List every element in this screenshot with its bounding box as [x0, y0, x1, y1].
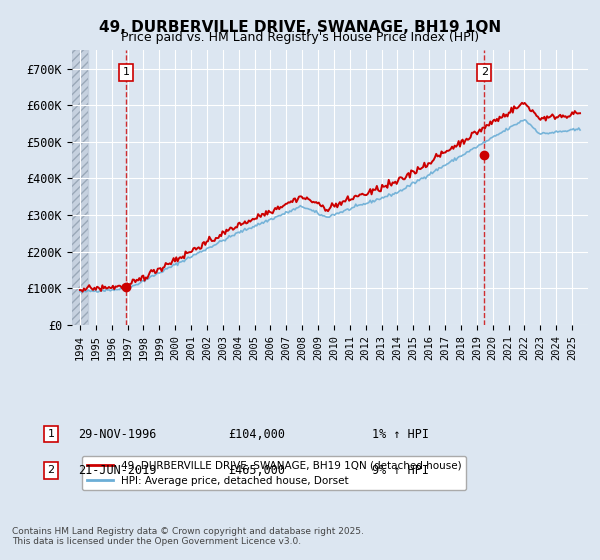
Text: 2: 2 [481, 67, 488, 77]
Text: 1: 1 [47, 429, 55, 439]
Text: 21-JUN-2019: 21-JUN-2019 [78, 464, 157, 477]
Text: 29-NOV-1996: 29-NOV-1996 [78, 427, 157, 441]
Text: 1% ↑ HPI: 1% ↑ HPI [372, 427, 429, 441]
Text: 2: 2 [47, 465, 55, 475]
Text: 1: 1 [122, 67, 130, 77]
Text: Price paid vs. HM Land Registry's House Price Index (HPI): Price paid vs. HM Land Registry's House … [121, 31, 479, 44]
Bar [72, 50, 88, 325]
Text: £465,000: £465,000 [228, 464, 285, 477]
Text: 9% ↑ HPI: 9% ↑ HPI [372, 464, 429, 477]
Text: Contains HM Land Registry data © Crown copyright and database right 2025.
This d: Contains HM Land Registry data © Crown c… [12, 526, 364, 546]
Text: 49, DURBERVILLE DRIVE, SWANAGE, BH19 1QN: 49, DURBERVILLE DRIVE, SWANAGE, BH19 1QN [99, 20, 501, 35]
Legend: 49, DURBERVILLE DRIVE, SWANAGE, BH19 1QN (detached house), HPI: Average price, d: 49, DURBERVILLE DRIVE, SWANAGE, BH19 1QN… [82, 456, 466, 489]
Text: £104,000: £104,000 [228, 427, 285, 441]
Bar [72, 50, 88, 325]
